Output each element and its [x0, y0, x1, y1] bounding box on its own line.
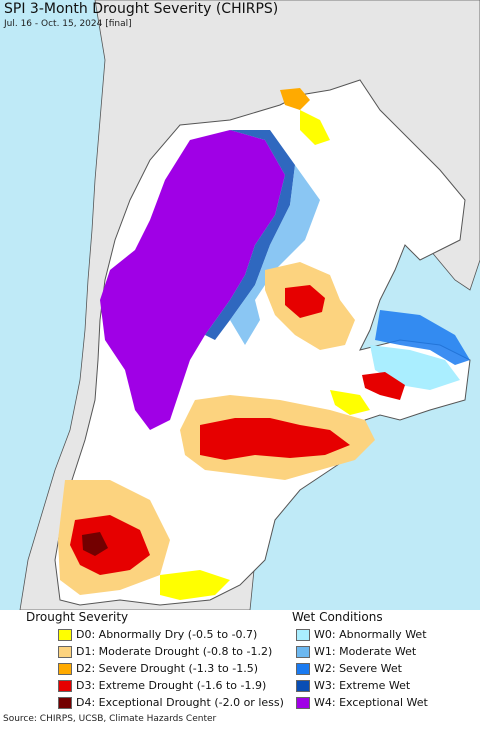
wet-swatch: [296, 696, 310, 709]
wet-swatch: [296, 628, 310, 641]
wet-swatch: [296, 662, 310, 675]
wet-legend-item: W4: Exceptional Wet: [296, 695, 428, 710]
drought-swatch: [58, 628, 72, 641]
drought-legend-heading: Drought Severity: [26, 610, 129, 624]
source-note: Source: CHIRPS, UCSB, Climate Hazards Ce…: [3, 714, 217, 724]
d4-patagonia: [82, 532, 108, 556]
wet-legend-label: W1: Moderate Wet: [314, 645, 417, 658]
wet-legend-heading: Wet Conditions: [292, 610, 383, 624]
drought-legend-item: D1: Moderate Drought (-0.8 to -1.2): [58, 644, 272, 659]
d0-south: [160, 570, 230, 600]
drought-legend-label: D4: Exceptional Drought (-2.0 or less): [76, 696, 284, 709]
wet-legend-item: W2: Severe Wet: [296, 661, 402, 676]
d3-patagonia: [70, 515, 150, 575]
wet-legend-label: W0: Abnormally Wet: [314, 628, 427, 641]
wet-legend-label: W4: Exceptional Wet: [314, 696, 428, 709]
drought-swatch: [58, 696, 72, 709]
drought-legend-item: D0: Abnormally Dry (-0.5 to -0.7): [58, 627, 257, 642]
drought-legend-label: D2: Severe Drought (-1.3 to -1.5): [76, 662, 259, 675]
drought-legend-item: D3: Extreme Drought (-1.6 to -1.9): [58, 678, 266, 693]
wet-swatch: [296, 645, 310, 658]
wet-legend-item: W0: Abnormally Wet: [296, 627, 427, 642]
w2-east-region: [375, 310, 470, 365]
wet-swatch: [296, 679, 310, 692]
w4-region: [100, 130, 285, 430]
d0-east: [330, 390, 370, 415]
wet-legend-label: W3: Extreme Wet: [314, 679, 411, 692]
d3-central: [200, 418, 350, 460]
drought-legend-label: D0: Abnormally Dry (-0.5 to -0.7): [76, 628, 258, 641]
drought-swatch: [58, 679, 72, 692]
wet-legend-item: W3: Extreme Wet: [296, 678, 410, 693]
wet-legend-label: W2: Severe Wet: [314, 662, 402, 675]
w1-region: [230, 165, 320, 345]
drought-legend-label: D3: Extreme Drought (-1.6 to -1.9): [76, 679, 267, 692]
map-subtitle: Jul. 16 - Oct. 15, 2024 [final]: [4, 19, 132, 29]
map-title: SPI 3-Month Drought Severity (CHIRPS): [4, 1, 279, 17]
drought-swatch: [58, 645, 72, 658]
d2-north: [280, 88, 310, 110]
d3-uruguay: [362, 372, 405, 400]
d0-north: [300, 110, 330, 145]
drought-map: [0, 0, 480, 610]
drought-legend-item: D2: Severe Drought (-1.3 to -1.5): [58, 661, 258, 676]
wet-legend-item: W1: Moderate Wet: [296, 644, 416, 659]
drought-swatch: [58, 662, 72, 675]
d3-chaco: [285, 285, 325, 318]
drought-legend-item: D4: Exceptional Drought (-2.0 or less): [58, 695, 284, 710]
drought-legend-label: D1: Moderate Drought (-0.8 to -1.2): [76, 645, 273, 658]
